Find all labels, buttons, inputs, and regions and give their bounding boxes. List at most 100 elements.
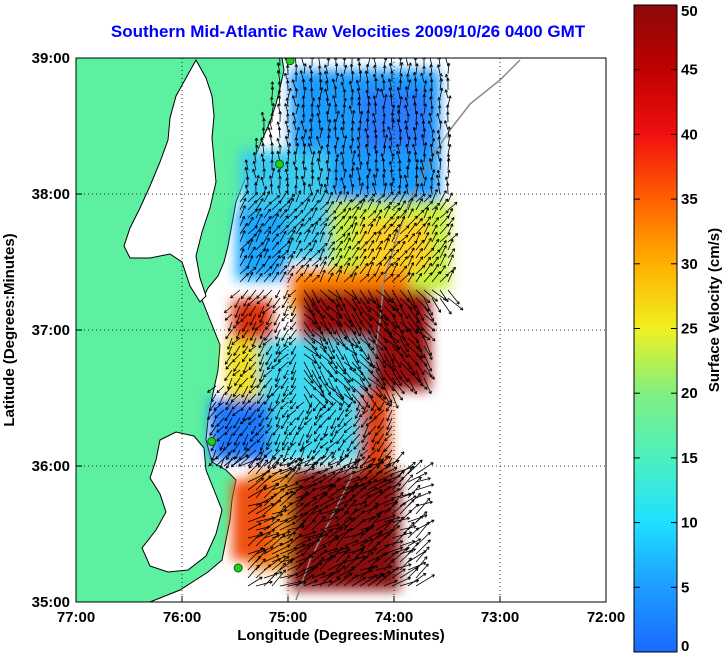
velocity-arrow	[415, 248, 423, 259]
velocity-arrow	[247, 225, 258, 235]
velocity-arrow	[263, 273, 272, 283]
velocity-arrow	[415, 305, 424, 321]
velocity-arrow	[290, 433, 297, 446]
velocity-arrow	[423, 313, 438, 326]
velocity-arrow	[279, 265, 288, 275]
velocity-arrow	[391, 257, 401, 267]
velocity-arrow	[335, 208, 347, 219]
velocity-arrow	[279, 271, 287, 283]
velocity-arrow	[311, 493, 328, 507]
velocity-arrow	[430, 105, 434, 115]
velocity-arrow	[310, 88, 314, 99]
velocity-arrow	[305, 409, 313, 420]
velocity-arrow	[247, 255, 254, 267]
velocity-arrow	[383, 262, 393, 275]
velocity-arrow	[399, 272, 411, 283]
velocity-arrow	[232, 369, 241, 377]
velocity-arrow	[311, 505, 329, 515]
velocity-arrow	[415, 519, 435, 531]
velocity-arrow	[415, 183, 420, 195]
velocity-arrow	[239, 272, 249, 283]
velocity-arrow	[407, 150, 412, 163]
velocity-arrow	[271, 271, 280, 283]
velocity-arrow	[256, 289, 265, 299]
velocity-arrow	[343, 377, 356, 393]
velocity-arrow	[396, 86, 401, 99]
velocity-arrow	[246, 449, 257, 458]
velocity-arrow	[271, 361, 281, 369]
velocity-arrow	[319, 297, 329, 311]
velocity-arrow	[327, 256, 335, 267]
velocity-arrow	[235, 329, 241, 340]
colorbar-tick-label: 20	[681, 385, 698, 402]
velocity-arrow	[255, 213, 263, 227]
velocity-arrow	[382, 80, 386, 91]
velocity-arrow	[439, 87, 444, 99]
velocity-arrow	[367, 425, 377, 435]
velocity-arrow	[431, 231, 438, 243]
velocity-arrow	[319, 508, 338, 515]
velocity-arrow	[399, 549, 414, 563]
velocity-arrow	[351, 393, 365, 410]
velocity-arrow	[351, 194, 360, 203]
velocity-arrow	[242, 433, 249, 446]
velocity-arrow	[415, 239, 425, 251]
velocity-arrow	[399, 240, 406, 251]
velocity-arrow	[362, 425, 369, 438]
velocity-arrow	[327, 496, 346, 507]
velocity-arrow	[352, 425, 361, 435]
velocity-arrow	[367, 248, 374, 259]
velocity-arrow	[311, 151, 316, 163]
velocity-arrow	[303, 353, 317, 364]
velocity-arrow	[423, 337, 433, 356]
velocity-arrow	[404, 104, 409, 115]
velocity-arrow	[281, 441, 289, 451]
velocity-arrow	[399, 250, 408, 259]
velocity-arrow	[263, 208, 271, 219]
velocity-arrow	[327, 232, 333, 243]
velocity-arrow	[295, 103, 300, 115]
velocity-arrow	[259, 313, 265, 323]
velocity-arrow	[327, 210, 337, 219]
velocity-arrow	[335, 511, 350, 523]
velocity-arrow	[239, 205, 246, 219]
velocity-arrow	[284, 135, 289, 147]
velocity-arrow	[375, 231, 382, 243]
velocity-arrow	[407, 254, 414, 267]
velocity-arrow	[361, 433, 369, 443]
velocity-arrow	[371, 433, 377, 443]
velocity-arrow	[348, 80, 353, 91]
velocity-arrow	[395, 150, 401, 163]
velocity-arrow	[428, 112, 433, 123]
velocity-arrow	[327, 393, 343, 406]
velocity-arrow	[350, 137, 355, 147]
velocity-arrow	[343, 64, 348, 75]
velocity-arrow	[298, 433, 305, 447]
velocity-arrow	[414, 110, 419, 123]
velocity-arrow	[447, 223, 454, 235]
velocity-arrow	[423, 329, 436, 342]
velocity-arrow	[319, 269, 326, 283]
velocity-arrow	[291, 95, 297, 107]
velocity-arrow	[311, 345, 322, 359]
velocity-arrow	[415, 313, 424, 332]
velocity-arrow	[277, 353, 289, 362]
velocity-arrow	[311, 207, 318, 219]
velocity-arrow	[359, 538, 373, 547]
velocity-arrow	[367, 240, 375, 251]
velocity-arrow	[224, 353, 233, 365]
velocity-arrow	[367, 502, 379, 515]
velocity-arrow	[311, 221, 318, 235]
velocity-arrow	[399, 200, 406, 211]
velocity-arrow	[447, 133, 452, 147]
velocity-arrow	[225, 361, 233, 370]
velocity-arrow	[291, 112, 297, 123]
velocity-arrow	[274, 321, 281, 333]
velocity-arrow	[314, 433, 321, 442]
velocity-arrow	[247, 531, 263, 547]
velocity-arrow	[271, 483, 288, 491]
velocity-arrow	[447, 254, 454, 267]
velocity-arrow	[359, 449, 369, 457]
velocity-arrow	[343, 499, 357, 515]
velocity-arrow	[343, 393, 357, 404]
